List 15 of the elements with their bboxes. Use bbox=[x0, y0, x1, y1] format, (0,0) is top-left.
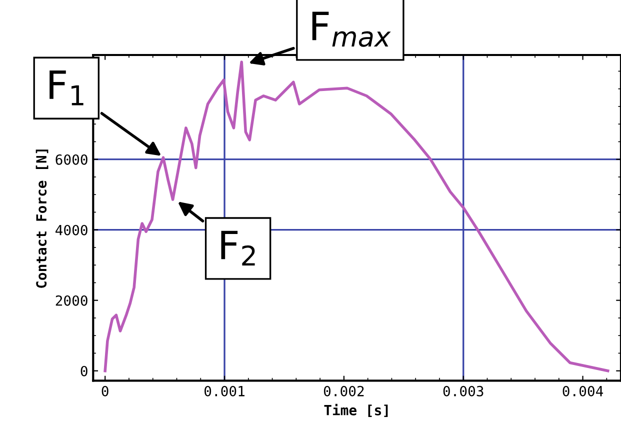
x-tick-label: 0.004 bbox=[562, 386, 604, 396]
x-tick-label: 0.002 bbox=[324, 386, 364, 396]
y-tick-label: 0 bbox=[80, 366, 88, 376]
y-tick-label: 2000 bbox=[56, 295, 88, 306]
x-tick-label: 0 bbox=[102, 386, 108, 396]
annotation: F$_{1}$ bbox=[50, 70, 84, 106]
x-axis-title: Time [s] bbox=[324, 404, 388, 418]
y-axis-title: Contact Force [N] bbox=[36, 150, 48, 288]
x-tick-label: 0.001 bbox=[204, 386, 244, 396]
x-tick-label: 0.003 bbox=[443, 386, 484, 396]
annotation: F$_{2}$ bbox=[221, 230, 255, 266]
line-series bbox=[104, 60, 610, 372]
y-tick-label: 6000 bbox=[56, 154, 88, 165]
annotation: F$_{max}$ bbox=[312, 12, 391, 47]
y-tick-label: 4000 bbox=[56, 224, 88, 236]
